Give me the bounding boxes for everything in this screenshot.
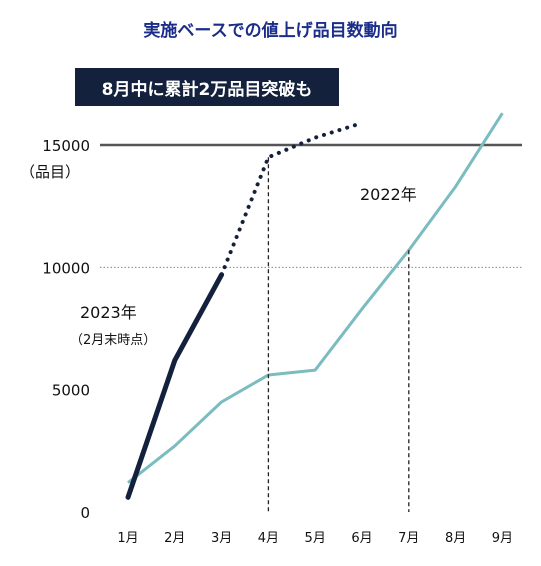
x-tick-label: 4月	[258, 531, 279, 546]
y-tick-label: 0	[80, 504, 90, 522]
x-tick-label: 9月	[492, 531, 513, 546]
x-tick-label: 8月	[445, 531, 466, 546]
x-tick-label: 1月	[117, 531, 138, 546]
y-tick-label: 10000	[42, 259, 90, 277]
chart-title: 実施ベースでの値上げ品目数動向	[143, 21, 398, 41]
x-tick-label: 6月	[351, 531, 372, 546]
y-tick-label: 5000	[52, 382, 90, 400]
series-sublabel-2023: （2月末時点）	[70, 333, 156, 348]
x-tick-label: 5月	[305, 531, 326, 546]
x-tick-label: 7月	[398, 531, 419, 546]
x-tick-label: 3月	[211, 531, 232, 546]
series-label-2023: 2023年	[80, 303, 137, 322]
headline-banner: 8月中に累計2万品目突破も	[75, 68, 339, 106]
y-unit-label: （品目）	[20, 163, 80, 181]
x-tick-label: 2月	[164, 531, 185, 546]
series-line-2022	[127, 112, 504, 484]
series-label-2022: 2022年	[360, 185, 417, 204]
series-line-2023-projection	[219, 120, 364, 277]
series-line-2023	[125, 272, 225, 500]
y-tick-label: 15000	[42, 137, 90, 155]
